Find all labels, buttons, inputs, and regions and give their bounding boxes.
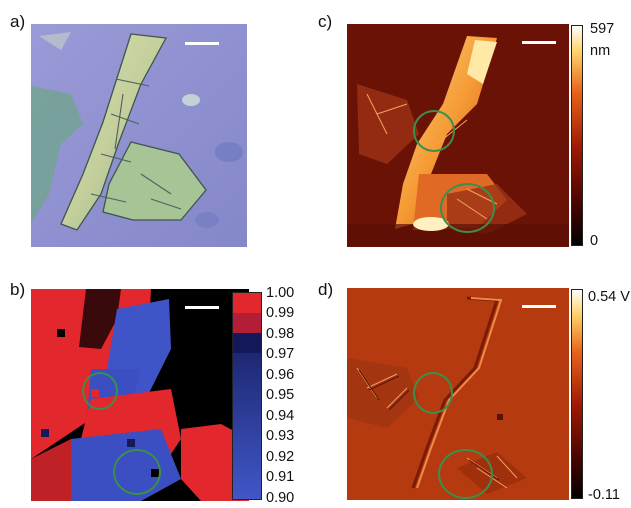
colorbar-b-tick: 0.98 (266, 326, 295, 342)
scale-bar-b (185, 306, 219, 309)
colorbar-c (571, 25, 583, 246)
colorbar-d-frame (571, 289, 583, 499)
colorbar-b (232, 292, 262, 500)
panel-label-d: d) (318, 280, 334, 299)
colorbar-c-min: 0 (590, 233, 599, 249)
colorbar-d-min: -0.11 (588, 487, 620, 503)
colorbar-b-frame (232, 292, 262, 500)
colorbar-b-tick: 0.97 (266, 346, 295, 362)
optical-micrograph-svg (31, 24, 247, 247)
colorbar-b-tick: 0.90 (266, 490, 295, 506)
colorbar-b-tick: 1.00 (266, 285, 295, 301)
colorbar-b-tick: 0.95 (266, 387, 295, 403)
colorbar-c-max: 597 (590, 21, 615, 37)
highlight-circle-c1 (413, 110, 455, 152)
afm-topography (347, 24, 569, 247)
colorbar-d (571, 289, 583, 499)
colorbar-b-tick: 0.92 (266, 449, 295, 465)
colorbar-c-frame (571, 25, 583, 246)
colorbar-d-max: 0.54 V (588, 289, 630, 305)
highlight-circle-d1 (413, 372, 453, 414)
colorbar-b-tick: 0.93 (266, 428, 295, 444)
scale-bar-c (522, 41, 556, 44)
colorbar-b-tick: 0.91 (266, 469, 295, 485)
colorbar-c-unit: nm (590, 43, 611, 59)
scale-bar-d (522, 305, 556, 308)
panel-label-c: c) (318, 12, 333, 31)
highlight-circle-b2 (113, 449, 161, 495)
afm-topography-svg (347, 24, 569, 247)
colorbar-b-tick: 0.96 (266, 367, 295, 383)
colorbar-b-tick: 0.94 (266, 408, 295, 424)
highlight-circle-d2 (438, 449, 493, 499)
optical-micrograph (31, 24, 247, 247)
highlight-circle-c2 (440, 183, 495, 233)
panel-label-a: a) (10, 12, 26, 31)
highlight-circle-b1 (82, 372, 118, 410)
colorbar-b-tick: 0.99 (266, 305, 295, 321)
scale-bar-a (185, 42, 219, 45)
panel-label-b: b) (10, 280, 26, 299)
